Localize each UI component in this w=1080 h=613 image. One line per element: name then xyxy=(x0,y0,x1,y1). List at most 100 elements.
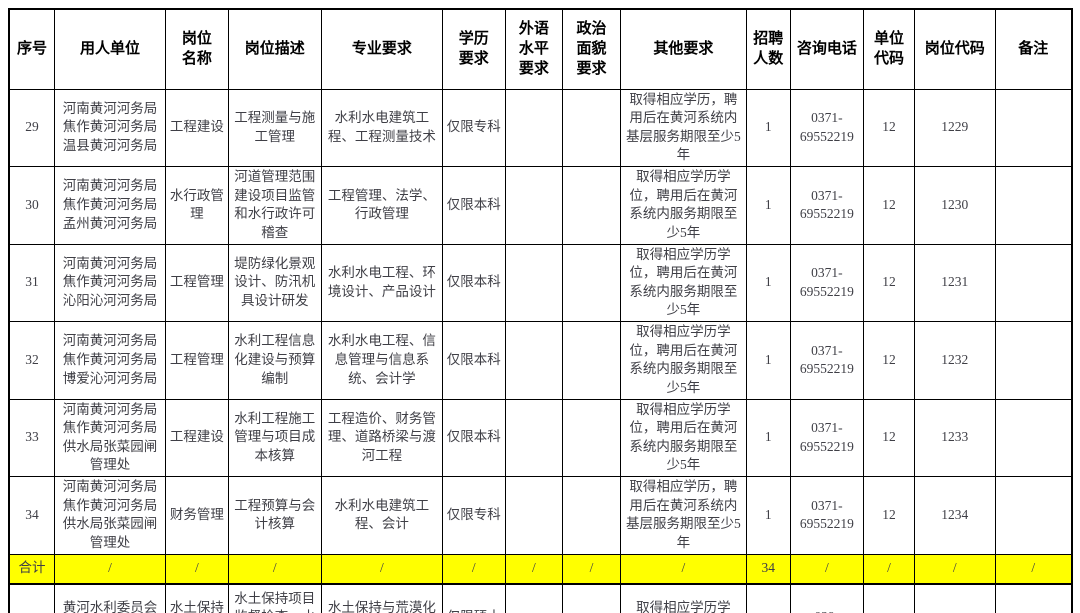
table-cell xyxy=(994,583,1073,613)
table-cell: 1 xyxy=(746,476,791,555)
table-cell: 水利水电建筑工程、会计 xyxy=(320,476,443,555)
table-cell: 29 xyxy=(8,88,55,167)
table-cell: 仅限专科 xyxy=(441,88,506,167)
table-cell: 1232 xyxy=(913,321,996,400)
column-header: 单位 代码 xyxy=(863,8,915,90)
table-cell: / xyxy=(53,553,167,585)
table-cell xyxy=(504,476,564,555)
table-cell: 水利工程施工管理与项目成本核算 xyxy=(227,398,322,477)
table-row: 29 河南黄河河务局 焦作黄河河务局 温县黄河河务局 工程建设 工程测量与施工管理 水利… xyxy=(8,88,1073,167)
table-cell: 1230 xyxy=(913,166,996,245)
table-cell: 13 xyxy=(863,583,915,613)
table-cell: 取得相应学历学位，聘用后在黄河系统内服务期限至少5年 xyxy=(619,321,748,400)
table-cell: 取得相应学历，聘用后在黄河系统内基层服务期限至少5年 xyxy=(619,476,748,555)
table-cell: 12 xyxy=(863,166,915,245)
table-row: 34 河南黄河河务局 焦作黄河河务局 供水局张菜园闸管理处 财务管理 工程预算与会计核… xyxy=(8,476,1073,555)
table-cell: 12 xyxy=(863,321,915,400)
table-cell: 30 xyxy=(8,166,55,245)
table-cell: 水土保持项目监督执法 xyxy=(165,583,229,613)
table-cell: 工程管理 xyxy=(165,321,229,400)
table-cell: 1 xyxy=(746,583,791,613)
table-cell: 堤防绿化景观设计、防汛机具设计研发 xyxy=(227,243,322,322)
table-cell xyxy=(562,243,621,322)
table-cell xyxy=(504,243,564,322)
table-cell: 仅限本科 xyxy=(441,321,506,400)
table-cell: 12 xyxy=(863,476,915,555)
table-cell: 34 xyxy=(8,476,55,555)
column-header: 序号 xyxy=(8,8,55,90)
table-cell xyxy=(994,476,1073,555)
table-cell: 1 xyxy=(746,243,791,322)
table-cell xyxy=(562,476,621,555)
table-cell: / xyxy=(863,553,915,585)
table-cell: 黄河水利委员会 晋陕蒙接壤地区 水土保持监督局 xyxy=(53,583,167,613)
table-cell: 31 xyxy=(8,243,55,322)
table-cell: 河南黄河河务局 焦作黄河河务局 供水局张菜园闸管理处 xyxy=(53,476,167,555)
table-cell xyxy=(504,166,564,245)
table-cell: / xyxy=(504,553,564,585)
table-cell: 取得相应学历学位，聘用后在黄河系统内服务期限至少5年 xyxy=(619,166,748,245)
column-header: 专业要求 xyxy=(320,8,443,90)
table-cell: 取得相应学历，聘用后在黄河系统内基层服务期限至少5年 xyxy=(619,88,748,167)
table-row: 33 河南黄河河务局 焦作黄河河务局 供水局张菜园闸管理处 工程建设 水利工程施工管理… xyxy=(8,398,1073,477)
table-cell: 0371-69552219 xyxy=(789,476,865,555)
table-cell: 仅限本科 xyxy=(441,166,506,245)
column-header: 岗位 名称 xyxy=(165,8,229,90)
table-row: 31 河南黄河河务局 焦作黄河河务局 沁阳沁河河务局 工程管理 堤防绿化景观设计、防汛… xyxy=(8,243,1073,322)
table-cell: 工程造价、财务管理、道路桥梁与渡河工程 xyxy=(320,398,443,477)
table-cell xyxy=(504,88,564,167)
table-cell: 工程建设 xyxy=(165,398,229,477)
table-cell: 工程管理 xyxy=(165,243,229,322)
table-cell: 1 xyxy=(746,88,791,167)
table-cell: 33 xyxy=(8,398,55,477)
table-cell: 1 xyxy=(746,166,791,245)
table-cell xyxy=(994,88,1073,167)
table-cell: 0371-69552219 xyxy=(789,88,865,167)
column-header: 招聘 人数 xyxy=(746,8,791,90)
table-cell: 029-82118152 xyxy=(789,583,865,613)
table-cell: 0371-69552219 xyxy=(789,243,865,322)
recruitment-table: 序号 用人单位 岗位 名称 岗位描述 专业要求 学历 要求 外语 水平 要求 政治 面貌 要求… xyxy=(8,8,1073,613)
table-cell: 河南黄河河务局 焦作黄河河务局 博爱沁河河务局 xyxy=(53,321,167,400)
table-cell: 32 xyxy=(8,321,55,400)
column-header: 其他要求 xyxy=(619,8,748,90)
table-cell: 合计 xyxy=(8,553,55,585)
table-cell: 水土保持与荒漠化防治、环境与资源保护法学 xyxy=(320,583,443,613)
column-header: 用人单位 xyxy=(53,8,167,90)
table-cell xyxy=(562,321,621,400)
table-cell: 0371-69552219 xyxy=(789,166,865,245)
table-cell: 34 xyxy=(746,553,791,585)
table-cell: 取得相应学历学位，聘用后在黄河系统内服务期限至少5年 xyxy=(619,243,748,322)
table-cell: 河南黄河河务局 焦作黄河河务局 温县黄河河务局 xyxy=(53,88,167,167)
table-cell: / xyxy=(165,553,229,585)
table-cell: / xyxy=(227,553,322,585)
table-cell: 1229 xyxy=(913,88,996,167)
table-cell: 河道管理范围建设项目监管和水行政许可稽查 xyxy=(227,166,322,245)
table-cell: 0371-69552219 xyxy=(789,321,865,400)
table-cell: 1301 xyxy=(913,583,996,613)
table-cell: 仅限本科 xyxy=(441,398,506,477)
table-cell: 水利水电建筑工程、工程测量技术 xyxy=(320,88,443,167)
table-body: 29 河南黄河河务局 焦作黄河河务局 温县黄河河务局 工程建设 工程测量与施工管理 水利… xyxy=(8,88,1073,613)
table-cell: 工程建设 xyxy=(165,88,229,167)
table-cell: 1234 xyxy=(913,476,996,555)
table-cell: 河南黄河河务局 焦作黄河河务局 孟州黄河河务局 xyxy=(53,166,167,245)
table-cell xyxy=(504,583,564,613)
total-row: 合计 / / / / / / //34// / / xyxy=(8,553,1073,585)
table-cell: 工程预算与会计核算 xyxy=(227,476,322,555)
table-cell xyxy=(994,398,1073,477)
table-cell: 水土保持项目监督检查、水行政执法、项目暗访督查 xyxy=(227,583,322,613)
table-row: 32 河南黄河河务局 焦作黄河河务局 博爱沁河河务局 工程管理 水利工程信息化建设与预… xyxy=(8,321,1073,400)
column-header: 备注 xyxy=(994,8,1073,90)
table-cell: / xyxy=(441,553,506,585)
table-cell: / xyxy=(913,553,996,585)
table-cell: 0371-69552219 xyxy=(789,398,865,477)
column-header: 咨询电话 xyxy=(789,8,865,90)
table-cell: 12 xyxy=(863,398,915,477)
table-cell xyxy=(562,583,621,613)
table-cell: 取得相应学历学位，在黄河系统内服务期限至少5年 xyxy=(619,583,748,613)
table-cell: 1 xyxy=(746,321,791,400)
column-header: 政治 面貌 要求 xyxy=(562,8,621,90)
table-cell: 工程管理、法学、行政管理 xyxy=(320,166,443,245)
table-cell xyxy=(562,166,621,245)
